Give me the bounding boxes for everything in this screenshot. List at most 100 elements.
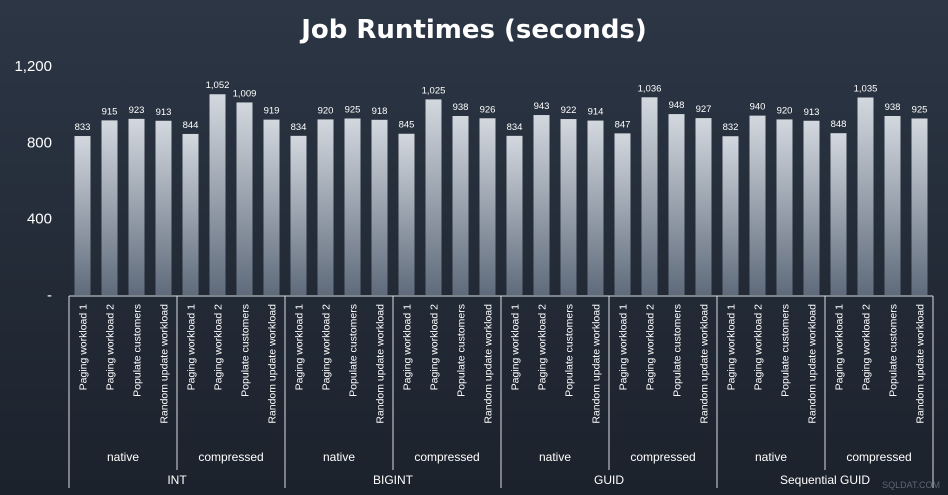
subgroup-label: native xyxy=(323,450,355,464)
bar xyxy=(290,135,307,295)
subgroup-label: compressed xyxy=(414,450,479,464)
x-tick-label: Populate customers xyxy=(888,304,900,397)
x-tick-label: Populate customers xyxy=(348,304,360,397)
x-tick-label: Random update workload xyxy=(483,304,495,424)
data-label: 1,036 xyxy=(638,83,662,94)
data-label: 832 xyxy=(723,122,739,133)
data-label: 927 xyxy=(696,104,712,115)
x-tick-label: Paging workload 2 xyxy=(645,304,657,391)
bar xyxy=(830,133,847,295)
data-label: 938 xyxy=(453,102,469,113)
data-label: 844 xyxy=(183,120,199,131)
bar xyxy=(479,118,496,295)
x-tick-label: Random update workload xyxy=(375,304,387,424)
x-tick-label: Paging workload 2 xyxy=(537,304,549,391)
x-tick-label: Paging workload 1 xyxy=(78,304,90,391)
subgroup-label: compressed xyxy=(846,450,911,464)
bar xyxy=(398,133,415,295)
data-label: 847 xyxy=(615,119,631,130)
bar xyxy=(101,120,118,295)
data-label: 834 xyxy=(291,122,307,133)
group-label: BIGINT xyxy=(373,473,414,487)
x-tick-label: Random update workload xyxy=(159,304,171,424)
bar xyxy=(776,119,793,295)
bar xyxy=(641,97,658,296)
bar xyxy=(722,136,739,295)
subgroup-label: native xyxy=(107,450,139,464)
bar xyxy=(587,120,604,295)
bar xyxy=(560,119,577,295)
data-label: 834 xyxy=(507,122,523,133)
data-label: 920 xyxy=(777,105,793,116)
watermark: SQLDAT.COM xyxy=(882,480,940,490)
subgroup-label: compressed xyxy=(630,450,695,464)
bar xyxy=(155,120,172,295)
x-tick-label: Random update workload xyxy=(915,304,927,424)
data-label: 913 xyxy=(804,107,820,118)
x-tick-label: Paging workload 1 xyxy=(294,304,306,391)
bar xyxy=(182,133,199,295)
bar xyxy=(857,97,874,295)
data-label: 915 xyxy=(102,106,118,117)
x-axis: Paging workload 1 Paging workload 2 Popula… xyxy=(68,295,934,488)
data-label: 1,035 xyxy=(854,83,878,94)
data-label: 938 xyxy=(885,102,901,113)
bar xyxy=(533,115,550,296)
x-tick-label: Random update workload xyxy=(807,304,819,424)
x-tick-label: Populate customers xyxy=(564,304,576,397)
bar xyxy=(263,119,280,295)
subgroup-label: native xyxy=(539,450,571,464)
x-tick-label: Random update workload xyxy=(591,304,603,424)
x-tick-label: Paging workload 2 xyxy=(429,304,441,391)
data-label: 914 xyxy=(588,107,604,118)
x-tick-label: Paging workload 1 xyxy=(402,304,414,391)
data-label: 923 xyxy=(129,105,145,116)
x-tick-label: Paging workload 1 xyxy=(726,304,738,391)
bar xyxy=(74,136,91,295)
x-tick-label: Paging workload 1 xyxy=(510,304,522,391)
x-tick-label: Populate customers xyxy=(132,304,144,397)
y-tick-label: 1,200 xyxy=(14,58,52,75)
subgroup-label: compressed xyxy=(198,450,263,464)
data-label: 833 xyxy=(75,122,91,133)
data-label: 913 xyxy=(156,107,172,118)
data-label: 1,009 xyxy=(233,88,257,99)
y-tick-label: 400 xyxy=(27,211,52,228)
x-tick-label: Paging workload 2 xyxy=(213,304,225,391)
bar xyxy=(884,115,901,295)
group-label: INT xyxy=(167,473,187,487)
x-tick-label: Populate customers xyxy=(240,304,252,397)
data-label: 922 xyxy=(561,105,577,116)
chart-title: Job Runtimes (seconds) xyxy=(299,15,647,45)
y-axis: - 400 800 1,200 xyxy=(14,58,52,304)
data-label: 848 xyxy=(831,119,847,130)
data-label: 948 xyxy=(669,100,685,111)
bar xyxy=(749,115,766,295)
bar xyxy=(425,99,442,295)
x-tick-label: Paging workload 2 xyxy=(105,304,117,391)
bar xyxy=(209,94,226,295)
bar xyxy=(695,118,712,295)
bar xyxy=(911,118,928,296)
x-tick-label: Random update workload xyxy=(699,304,711,424)
x-tick-label: Random update workload xyxy=(267,304,279,424)
group-label: Sequential GUID xyxy=(780,473,870,487)
bar xyxy=(371,119,388,295)
bar xyxy=(236,102,253,296)
bar xyxy=(452,115,469,295)
data-label: 845 xyxy=(399,120,415,131)
x-tick-label: Paging workload 1 xyxy=(834,304,846,391)
x-tick-label: Populate customers xyxy=(672,304,684,397)
data-label: 943 xyxy=(534,101,550,112)
data-label: 920 xyxy=(318,105,334,116)
data-label: 919 xyxy=(264,106,280,117)
data-label: 1,025 xyxy=(422,85,446,96)
subgroup-label: native xyxy=(755,450,787,464)
bar xyxy=(614,133,631,295)
x-tick-label: Paging workload 2 xyxy=(753,304,765,391)
y-tick-label: 800 xyxy=(27,134,52,151)
data-label: 925 xyxy=(345,104,361,115)
x-tick-label: Paging workload 2 xyxy=(321,304,333,391)
